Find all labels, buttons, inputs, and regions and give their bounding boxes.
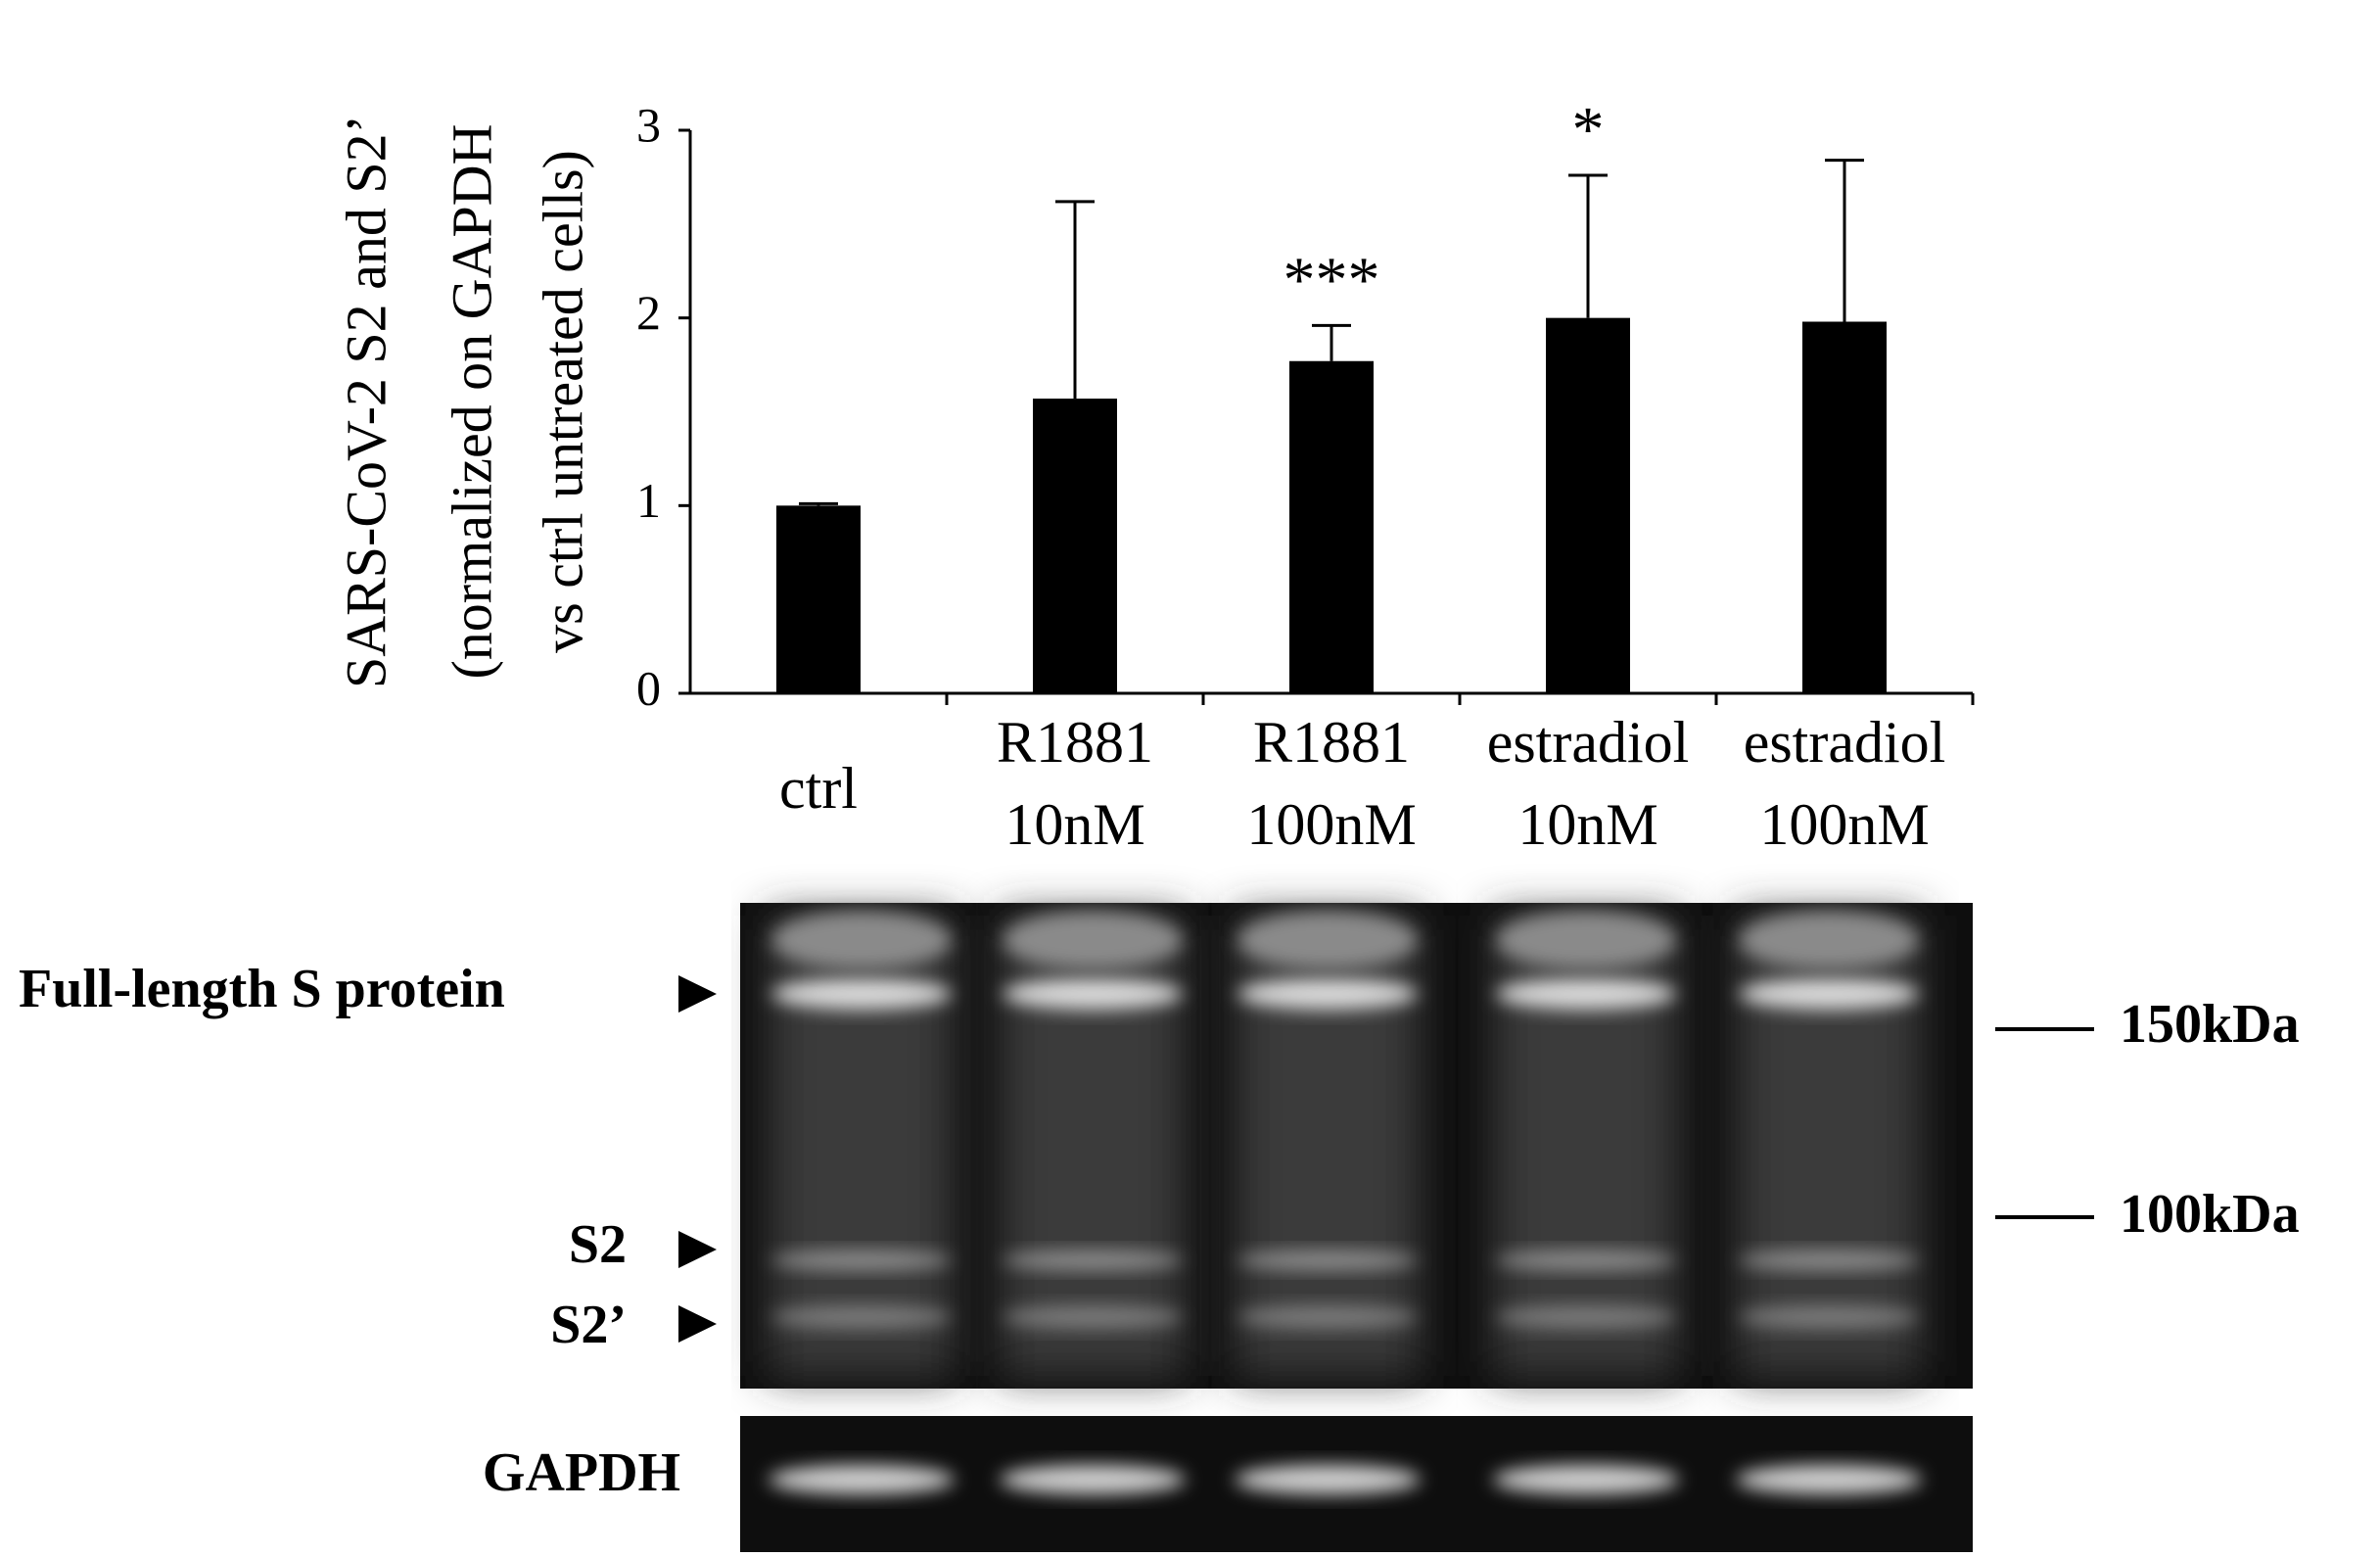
band-label: S2 [569,1214,627,1275]
bar [1802,321,1887,693]
y-axis-title: vs ctrl untreated cells) [531,150,594,653]
bar [1546,317,1630,693]
band [1003,1305,1183,1329]
x-tick-label: estradiol [1487,710,1690,775]
arrow [678,975,717,1013]
x-tick-label: 10nM [1517,792,1657,857]
band [1496,978,1676,1010]
x-tick-label: R1881 [997,710,1153,775]
x-tick-label: 100nM [1246,792,1416,857]
y-tick-label: 0 [636,660,661,715]
band [1496,911,1676,969]
arrow [678,1305,717,1343]
band [1739,1250,1919,1270]
y-tick-label: 1 [636,473,661,528]
loading-control-label: GAPDH [483,1442,680,1503]
band [1736,1465,1922,1494]
band [771,1250,952,1270]
x-tick-label: 10nM [1004,792,1144,857]
band [1496,1305,1676,1329]
marker-label: 100kDa [2120,1184,2300,1245]
western-blot [740,903,1973,1389]
band [1237,911,1418,969]
y-tick-label: 2 [636,285,661,340]
y-axis-title: (normalized on GAPDH [440,123,503,679]
x-tick-label: ctrl [779,756,858,821]
significance: *** [1283,244,1380,315]
error-bar [799,501,838,506]
band [1237,1250,1418,1270]
x-tick-label: R1881 [1253,710,1410,775]
gapdh-blot [740,1416,1973,1552]
band [1003,1250,1183,1270]
error-bar [1312,323,1351,361]
band [769,1465,955,1494]
band [1739,911,1919,969]
x-tick-label: 100nM [1759,792,1929,857]
band [771,978,952,1010]
bar [776,505,861,693]
band [1496,1250,1676,1270]
band [1739,978,1919,1010]
band-label: S2’ [550,1295,627,1355]
significance: * [1572,94,1605,165]
arrow [678,1231,717,1268]
band [771,1305,952,1329]
bar [1289,360,1374,693]
band [1000,1465,1186,1494]
band-label: Full-length S protein [19,959,505,1019]
band [1003,978,1183,1010]
band [1003,911,1183,969]
band [1237,978,1418,1010]
error-bar [1055,200,1095,400]
band [771,911,952,969]
band [1237,1305,1418,1329]
y-tick-label: 3 [636,97,661,152]
band [1235,1465,1421,1494]
band [1493,1465,1679,1494]
error-bar [1568,173,1608,318]
x-tick-label: estradiol [1744,710,1946,775]
bar [1033,399,1117,693]
y-axis-title: SARS-CoV-2 S2 and S2’ [334,115,397,688]
error-bar [1825,159,1864,322]
marker-label: 150kDa [2120,994,2300,1055]
band [1739,1305,1919,1329]
